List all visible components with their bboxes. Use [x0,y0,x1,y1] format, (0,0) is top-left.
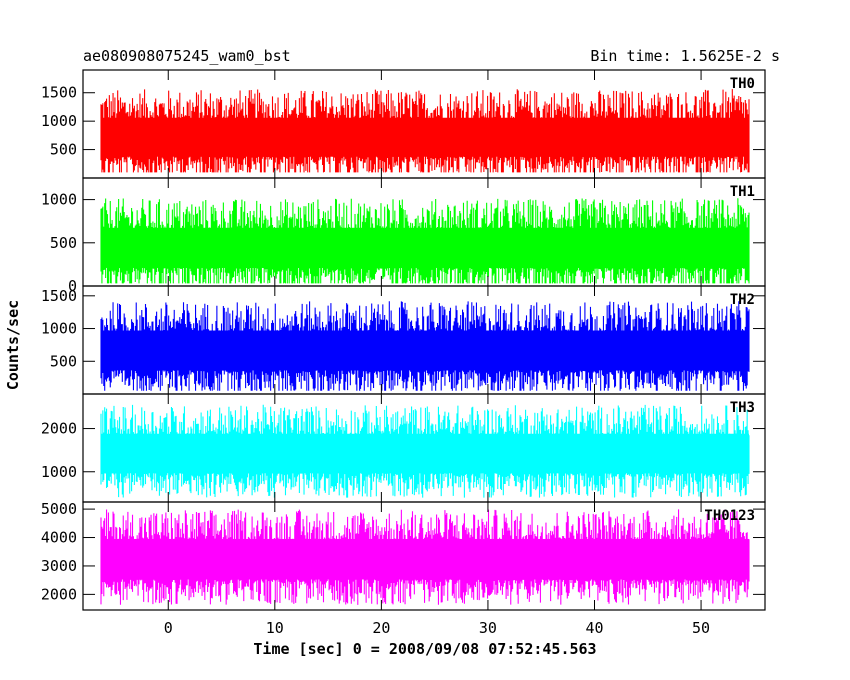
y-tick-label: 500 [50,234,77,252]
panel-label: TH0123 [704,508,755,524]
x-tick-label: 0 [164,619,173,637]
x-axis-title: Time [sec] 0 = 2008/09/08 07:52:45.563 [253,640,596,658]
y-tick-label: 2000 [41,585,77,603]
panel-label: TH0 [730,76,755,92]
panel-th2: 500 1000 1500 TH2 [41,285,766,395]
y-tick-label: 1000 [41,112,77,130]
x-tick-label: 20 [372,619,390,637]
y-tick-label: 3000 [41,557,77,575]
y-tick-label: 1000 [41,463,77,481]
x-tick-label: 30 [479,619,497,637]
series-th2 [100,301,750,391]
x-tick-label: 50 [692,619,710,637]
x-tick-label: 40 [585,619,603,637]
y-tick-label: 4000 [41,529,77,547]
y-tick-label: 0 [68,277,77,295]
panel-th0123: 2000 3000 4000 5000 TH0123 [41,500,766,611]
series-th1 [100,198,750,284]
panel-label: TH3 [730,400,755,416]
y-tick-label: 500 [50,352,77,370]
series-th0123 [100,509,750,605]
y-tick-label: 1000 [41,320,77,338]
x-axis: 0 10 20 30 40 50 [164,619,710,637]
panel-label: TH2 [730,292,755,308]
panel-th0: 500 1000 1500 TH0 [41,69,766,179]
y-tick-label: 1000 [41,191,77,209]
series-th3 [100,404,750,498]
panel-th3: 1000 2000 TH3 [41,393,766,503]
series-th0 [100,89,750,173]
chart-title: ae080908075245_wam0_bst [83,47,291,65]
bin-time-label: Bin time: 1.5625E-2 s [590,47,780,65]
panels: 500 1000 1500 TH0 0 500 1000 TH1 500 1000 1500 TH2 1… [41,69,766,611]
y-tick-label: 2000 [41,420,77,438]
y-tick-label: 500 [50,141,77,159]
y-axis-title: Counts/sec [4,300,22,390]
x-tick-label: 10 [266,619,284,637]
y-tick-label: 1500 [41,287,77,305]
panel-th1: 0 500 1000 TH1 [41,177,766,295]
y-tick-label: 1500 [41,84,77,102]
y-tick-label: 5000 [41,500,77,518]
panel-frame [82,501,766,611]
panel-label: TH1 [730,184,755,200]
